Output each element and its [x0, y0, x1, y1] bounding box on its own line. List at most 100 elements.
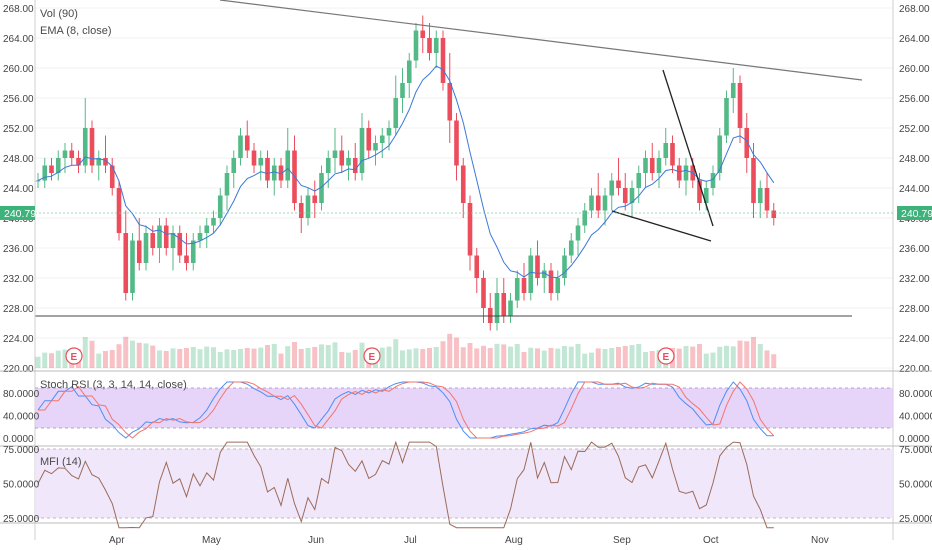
candle-body [366, 128, 372, 151]
candle-body [305, 195, 311, 218]
volume-bar [116, 344, 122, 368]
volume-bar [170, 348, 176, 368]
volume-bar [89, 340, 95, 368]
volume-bar [751, 337, 756, 368]
candle-body [278, 165, 284, 181]
candle-body [751, 158, 756, 203]
volume-bar [521, 352, 527, 368]
candle-body [717, 135, 723, 173]
candle-body [568, 240, 574, 256]
volume-bar [96, 353, 102, 368]
volume-bar [602, 349, 608, 368]
price-tick-right: 228.00 [899, 304, 930, 315]
stoch-band [35, 388, 893, 428]
price-tick-right: 224.00 [899, 334, 930, 345]
volume-bar [703, 353, 709, 368]
volume-bar [319, 344, 324, 368]
long-downtrend-line [219, 0, 863, 81]
price-tick-left: 268.00 [3, 4, 34, 15]
volume-bar [555, 348, 561, 368]
candle-body [724, 98, 729, 136]
volume-bar [386, 346, 392, 368]
volume-bar [103, 351, 108, 368]
candle-body [150, 233, 156, 248]
volume-bar [413, 348, 419, 368]
candle-body [325, 158, 331, 173]
volume-bar [217, 352, 223, 368]
candle-body [217, 195, 223, 218]
volume-bar [204, 346, 210, 368]
candle-body [190, 240, 196, 263]
candle-body [265, 158, 270, 181]
earnings-marker-label: E [369, 352, 376, 363]
candle-body [298, 203, 304, 218]
candle-body [123, 233, 129, 293]
volume-bar [730, 346, 736, 368]
volume-bar [292, 342, 297, 368]
volume-bar [285, 346, 291, 368]
volume-bar [244, 348, 250, 368]
volume-bar [298, 349, 304, 368]
candle-body [319, 173, 324, 203]
volume-bar [258, 347, 264, 368]
candle-body [656, 158, 662, 173]
volume-bars [35, 333, 777, 368]
volume-bar [609, 348, 615, 368]
candle-body [393, 98, 399, 128]
mfi-tick-right: 50.0000 [899, 480, 932, 491]
volume-bar [454, 337, 459, 368]
volume-bar [352, 350, 358, 368]
candle-body [258, 158, 264, 166]
volume-bar [123, 336, 129, 368]
candle-body [224, 173, 230, 196]
earnings-marker[interactable] [657, 347, 675, 365]
volume-bar [494, 343, 500, 368]
volume-bar [683, 346, 689, 368]
volume-bar [474, 348, 480, 368]
price-tick-right: 244.00 [899, 184, 930, 195]
volume-bar [157, 350, 162, 368]
candle-body [528, 255, 534, 293]
volume-bar [501, 344, 507, 368]
volume-bar [177, 349, 183, 368]
candle-body [197, 233, 203, 241]
candle-body [346, 158, 351, 166]
candle-body [157, 225, 162, 248]
candle-body [69, 150, 75, 158]
last-price-left: 240.79 [4, 208, 36, 220]
price-tick-right: 264.00 [899, 34, 930, 45]
candle-body [454, 120, 459, 166]
candle-body [595, 195, 601, 211]
candle-body [285, 150, 291, 181]
volume-bar [271, 344, 277, 368]
volume-bar [305, 348, 311, 368]
candle-body [271, 165, 277, 181]
volume-bar [643, 352, 648, 368]
candle-body [643, 158, 648, 173]
stoch-axis: 80.0000 80.0000 40.0000 40.0000 0.0000 0.0000 [3, 389, 932, 445]
candle-body [130, 240, 135, 293]
price-tick-right: 260.00 [899, 64, 930, 75]
mfi-tick-right: 25.0000 [899, 514, 932, 525]
volume-bar [717, 346, 723, 368]
candle-body [670, 143, 675, 166]
month-label: May [202, 535, 221, 546]
volume-bar [710, 352, 716, 368]
price-tick-left: 236.00 [3, 244, 34, 255]
candle-body [683, 165, 689, 181]
volume-bar [562, 346, 567, 368]
month-label: Oct [703, 535, 719, 546]
volume-bar [757, 344, 763, 368]
earnings-marker[interactable] [65, 347, 83, 365]
candle-body [440, 38, 446, 83]
candle-body [663, 143, 669, 158]
stoch-tick-left: 0.0000 [3, 434, 34, 445]
mfi-band [35, 449, 893, 518]
trendlines [35, 0, 893, 317]
wedge-upper-line [662, 69, 714, 227]
earnings-marker[interactable] [363, 347, 381, 365]
volume-bar [528, 347, 534, 368]
candle-body [359, 128, 365, 173]
volume-bar [541, 350, 547, 368]
volume-bar [62, 349, 68, 368]
